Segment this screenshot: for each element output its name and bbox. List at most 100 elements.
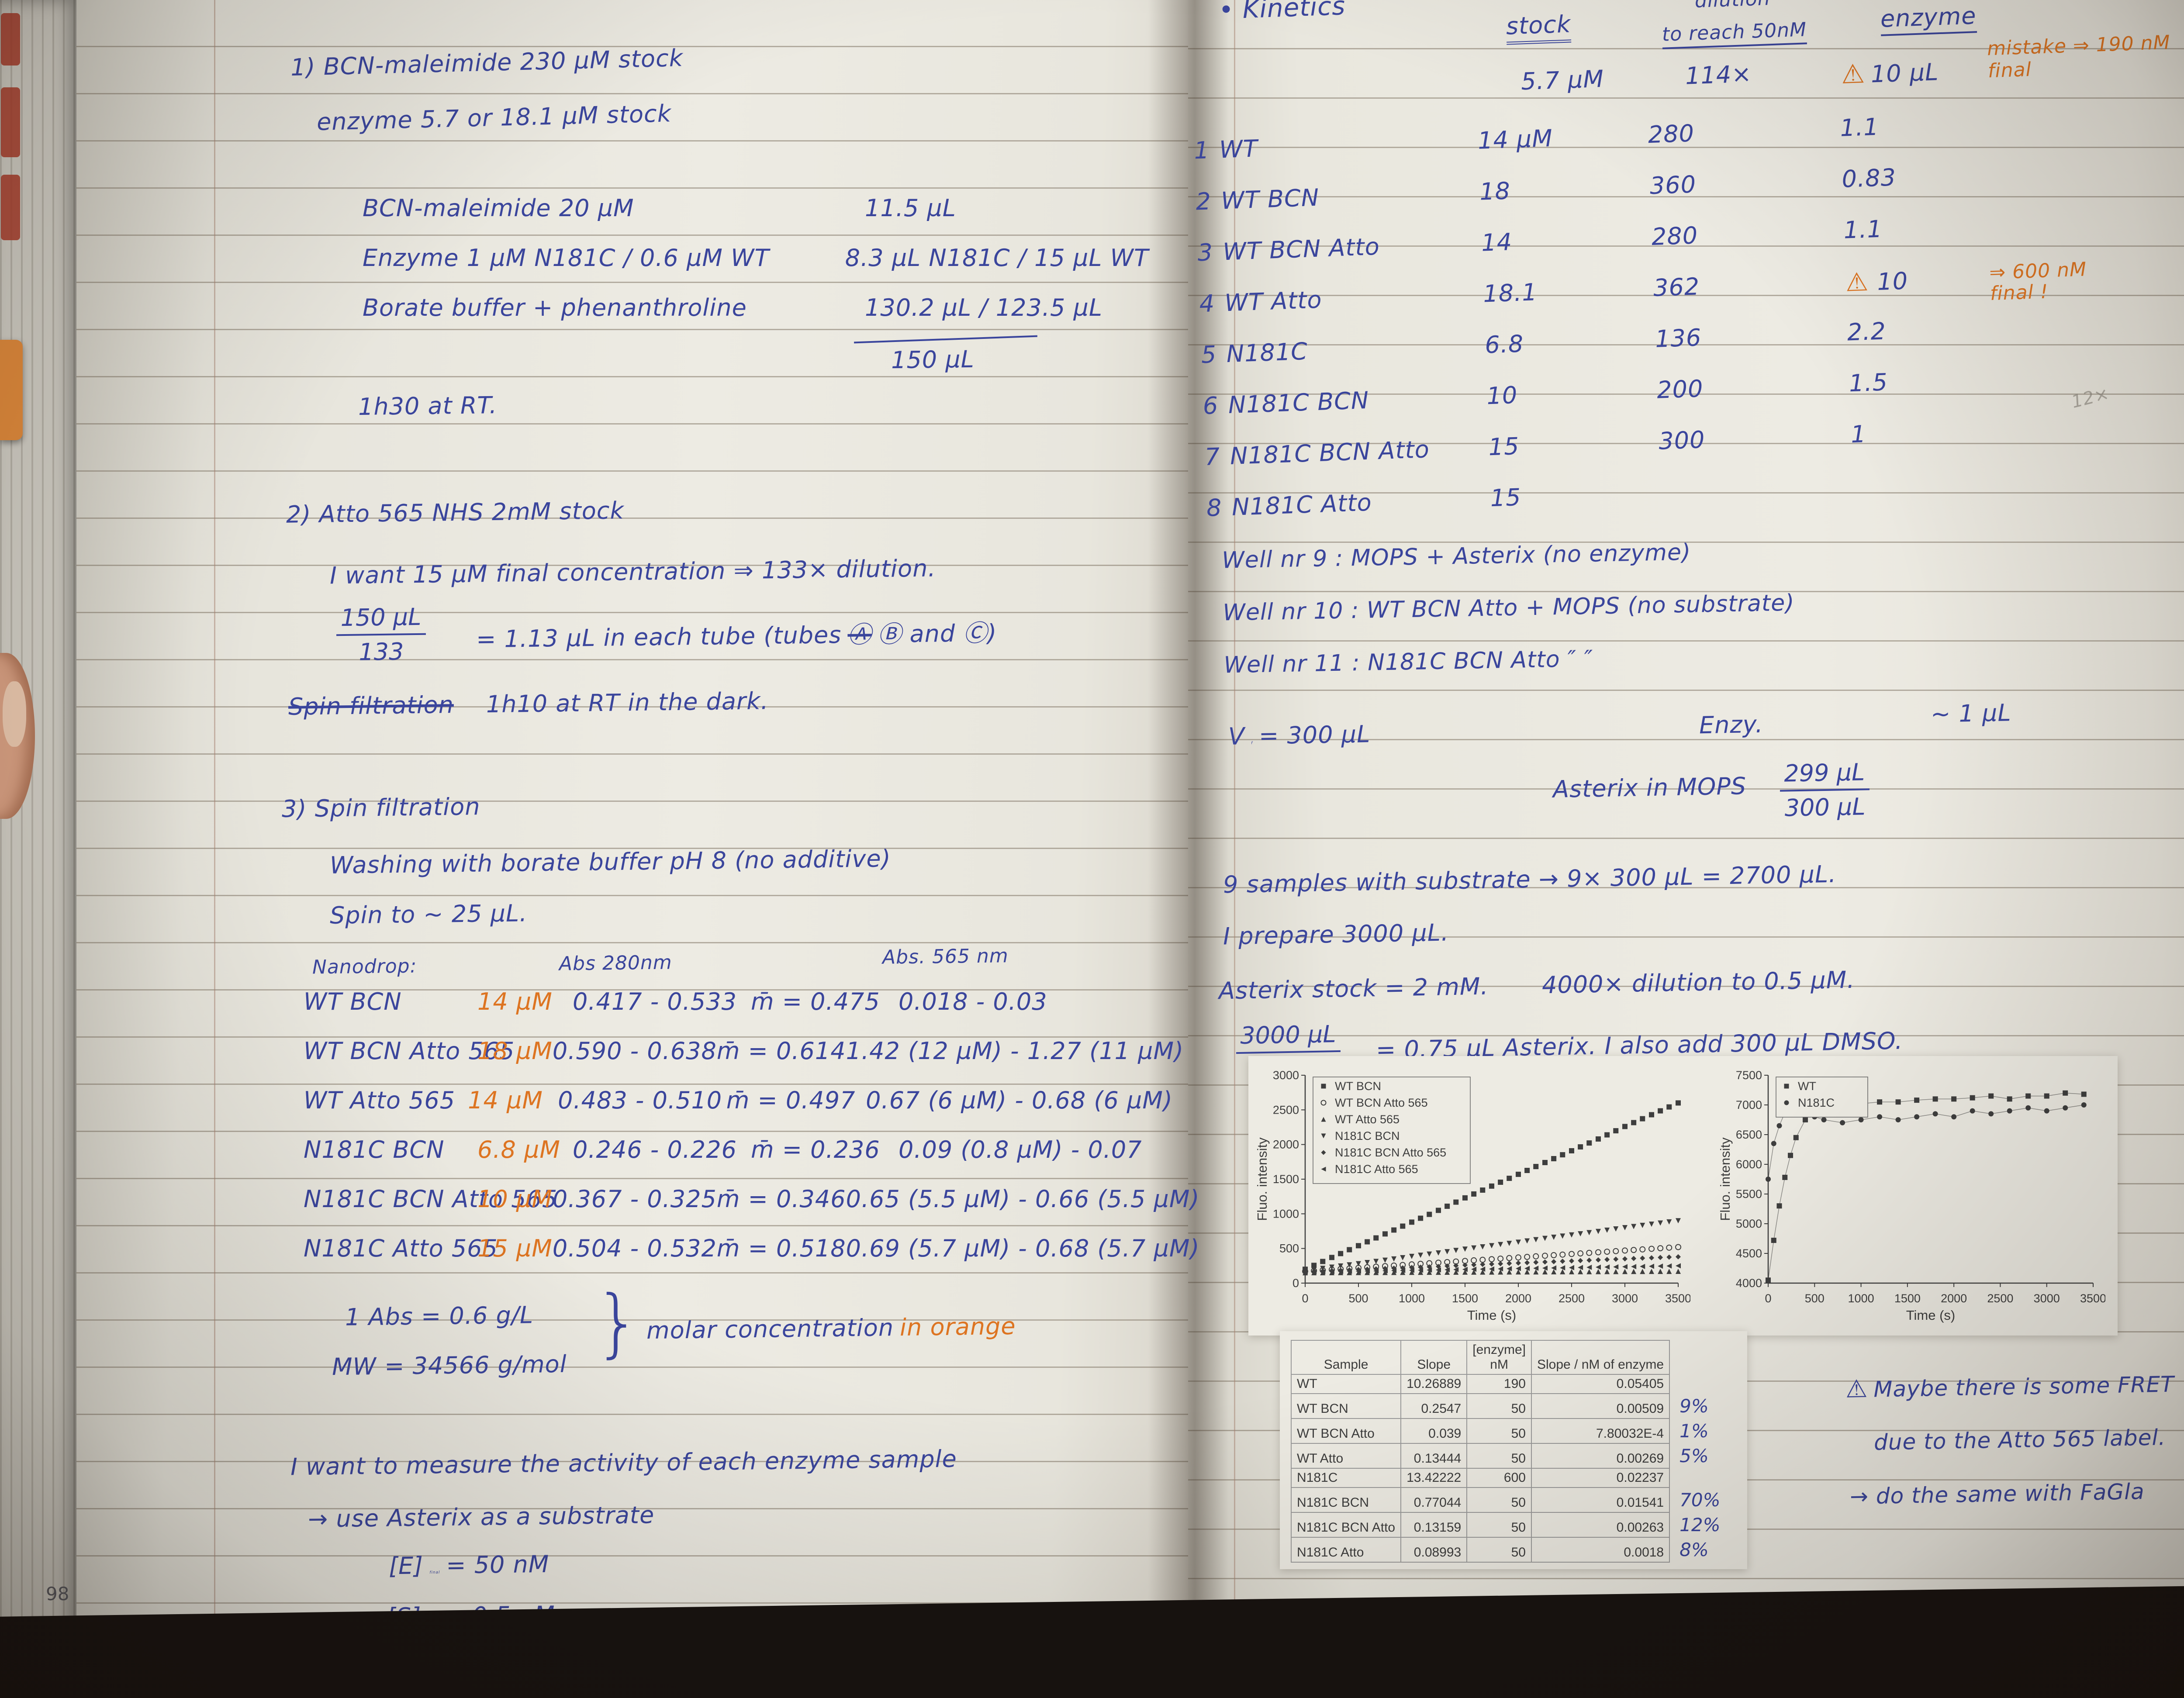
handwritten-percent bbox=[1669, 1468, 1726, 1487]
marker-triangle-left bbox=[1569, 1265, 1574, 1270]
vf-value: = 300 µL bbox=[1258, 720, 1371, 750]
marker-triangle-left bbox=[1507, 1266, 1512, 1272]
slope-sample: WT bbox=[1290, 1374, 1402, 1394]
slope-sample: N181C bbox=[1290, 1468, 1402, 1488]
nanodrop-abs280: 0.367 - 0.325 bbox=[552, 1185, 717, 1213]
vf-label: V bbox=[1228, 722, 1245, 750]
legend-label: WT Atto 565 bbox=[1335, 1113, 1400, 1126]
marker-circle bbox=[1858, 1117, 1864, 1122]
enzyme-label: Enzy. bbox=[1699, 710, 1764, 739]
calc-line2: I prepare 3000 µL. bbox=[1223, 918, 1449, 950]
recipe-qty: 130.2 µL / 123.5 µL bbox=[865, 294, 1102, 321]
asterix-label: Asterix in MOPS bbox=[1552, 772, 1747, 803]
marker-diamond bbox=[1356, 1267, 1361, 1273]
kinetics-stock: 18.1 bbox=[1482, 278, 1538, 308]
slope-value: 0.77044 bbox=[1400, 1487, 1468, 1513]
stockrow-mistake-note: mistake ⇒ 190 nM final bbox=[1987, 31, 2171, 82]
marker-circle-open bbox=[1586, 1249, 1593, 1256]
handwritten-percent: 70% bbox=[1679, 1489, 1721, 1511]
nanodrop-abs565: 0.09 (0.8 µM) - 0.07 bbox=[898, 1136, 1142, 1163]
marker-triangle-up bbox=[1436, 1270, 1441, 1275]
x-tick-label: 2500 bbox=[1987, 1292, 2013, 1305]
step2-line2-rest: Ⓑ and Ⓒ) bbox=[878, 619, 997, 649]
marker-diamond bbox=[1373, 1266, 1379, 1272]
marker-diamond bbox=[1321, 1150, 1326, 1155]
vf-sub: f bbox=[1251, 741, 1253, 745]
marker-circle-open bbox=[1559, 1251, 1566, 1258]
slope-table-header-row: Sample Slope [enzyme] nM Slope / nM of enzy… bbox=[1290, 1340, 1726, 1375]
nanodrop-sample: N181C BCN Atto 565 bbox=[304, 1185, 558, 1213]
slope-table-header: [enzyme] nM bbox=[1466, 1340, 1532, 1375]
marker-square bbox=[1658, 1108, 1663, 1114]
nanodrop-rows: WT BCN 14 µM 0.417 - 0.533 m̄ = 0.475 0.018 … bbox=[304, 988, 1199, 1284]
kinetics-row-number: 7 bbox=[1204, 442, 1221, 471]
nanodrop-abs565: 0.69 (5.7 µM) - 0.68 (5.7 µM) bbox=[846, 1235, 1200, 1262]
kinetics-stock: 10 bbox=[1486, 381, 1518, 410]
marker-square bbox=[1793, 1135, 1799, 1140]
nanodrop-row: N181C Atto 565 15 µM 0.504 - 0.532 m̄ = 0.5… bbox=[304, 1235, 1199, 1284]
marker-triangle-up bbox=[1524, 1269, 1530, 1275]
marker-triangle-down bbox=[1586, 1230, 1592, 1236]
marker-diamond bbox=[1676, 1254, 1681, 1260]
red-page-edge-mark bbox=[1, 175, 20, 240]
brace: } bbox=[594, 1280, 642, 1366]
marker-triangle-down bbox=[1498, 1242, 1503, 1247]
marker-circle bbox=[2063, 1105, 2068, 1111]
marker-square bbox=[1560, 1152, 1565, 1158]
marker-triangle-left bbox=[1462, 1267, 1468, 1272]
nanodrop-row: N181C BCN 6.8 µM 0.246 - 0.226 m̄ = 0.236 0.… bbox=[304, 1136, 1173, 1185]
marker-square bbox=[1533, 1164, 1539, 1170]
marker-triangle-left bbox=[1676, 1263, 1681, 1269]
nanodrop-abs280: 0.590 - 0.638 bbox=[552, 1037, 717, 1065]
marker-diamond bbox=[1666, 1254, 1672, 1260]
marker-triangle-left bbox=[1471, 1267, 1477, 1272]
kinetics-enzyme-vol: 2.2 bbox=[1846, 317, 1887, 346]
marker-triangle-left bbox=[1347, 1269, 1352, 1274]
legend-label: N181C Atto 565 bbox=[1335, 1163, 1418, 1176]
nanodrop-label: Nanodrop: bbox=[312, 955, 417, 979]
marker-square bbox=[1649, 1112, 1654, 1118]
warning-icon: ⚠ bbox=[1840, 59, 1866, 90]
marker-triangle-left bbox=[1498, 1266, 1503, 1272]
series-line bbox=[1768, 1093, 2084, 1280]
y-tick-label: 500 bbox=[1279, 1242, 1299, 1255]
fingernail bbox=[3, 681, 26, 747]
legend-label: N181C BCN Atto 565 bbox=[1335, 1146, 1446, 1159]
marker-triangle-left bbox=[1622, 1264, 1628, 1270]
marker-triangle-down bbox=[1604, 1227, 1610, 1233]
kinetics-chart-wt-vs-n181c: 0 500 1000 1500 2000 2500 3000 3500 4000 4500 5000… bbox=[1717, 1069, 2105, 1323]
marker-circle bbox=[1821, 1117, 1827, 1122]
slope-table-header: Sample bbox=[1290, 1340, 1402, 1375]
marker-triangle-up bbox=[1533, 1269, 1539, 1275]
y-tick-label: 5500 bbox=[1736, 1187, 1762, 1201]
kinetics-stock: 14 µM bbox=[1477, 124, 1553, 155]
step2-line2-text: = 1.13 µL in each tube (tubes bbox=[476, 621, 842, 653]
stockrow-enzyme: 10 µL bbox=[1870, 58, 1939, 88]
marker-diamond bbox=[1498, 1261, 1503, 1267]
marker-square bbox=[1382, 1231, 1388, 1237]
nanodrop-row: N181C BCN Atto 565 10 µM 0.367 - 0.325 m̄ =… bbox=[304, 1185, 1199, 1235]
warning-icon: ⚠ bbox=[1845, 266, 1878, 297]
slope-table-row: N181C BCN 0.77044 50 0.01541 70% bbox=[1290, 1487, 1726, 1513]
marker-triangle-up bbox=[1578, 1269, 1583, 1274]
x-tick-label: 3000 bbox=[1612, 1292, 1638, 1305]
marker-triangle-up bbox=[1622, 1269, 1628, 1274]
marker-square bbox=[1569, 1148, 1574, 1153]
goal-line2: → use Asterix as a substrate bbox=[308, 1501, 655, 1533]
x-tick-label: 1000 bbox=[1399, 1292, 1425, 1305]
marker-triangle-up bbox=[1391, 1270, 1397, 1275]
marker-triangle-up bbox=[1551, 1269, 1557, 1275]
marker-triangle-down bbox=[1569, 1232, 1574, 1238]
legend-box bbox=[1776, 1077, 1868, 1118]
marker-circle bbox=[2007, 1108, 2012, 1114]
handwritten-percent bbox=[1669, 1374, 1726, 1394]
crossed-text: Spin filtration bbox=[288, 691, 454, 721]
slope-enzyme-nm: 50 bbox=[1466, 1537, 1532, 1563]
marker-triangle-left bbox=[1409, 1267, 1414, 1273]
marker-circle-open bbox=[1577, 1250, 1584, 1257]
marker-triangle-left bbox=[1320, 1269, 1326, 1274]
y-axis-label: Fluo. intensity bbox=[1254, 1137, 1270, 1221]
marker-circle bbox=[1970, 1108, 1975, 1114]
marker-square bbox=[1356, 1243, 1361, 1249]
marker-triangle-up bbox=[1373, 1270, 1379, 1275]
